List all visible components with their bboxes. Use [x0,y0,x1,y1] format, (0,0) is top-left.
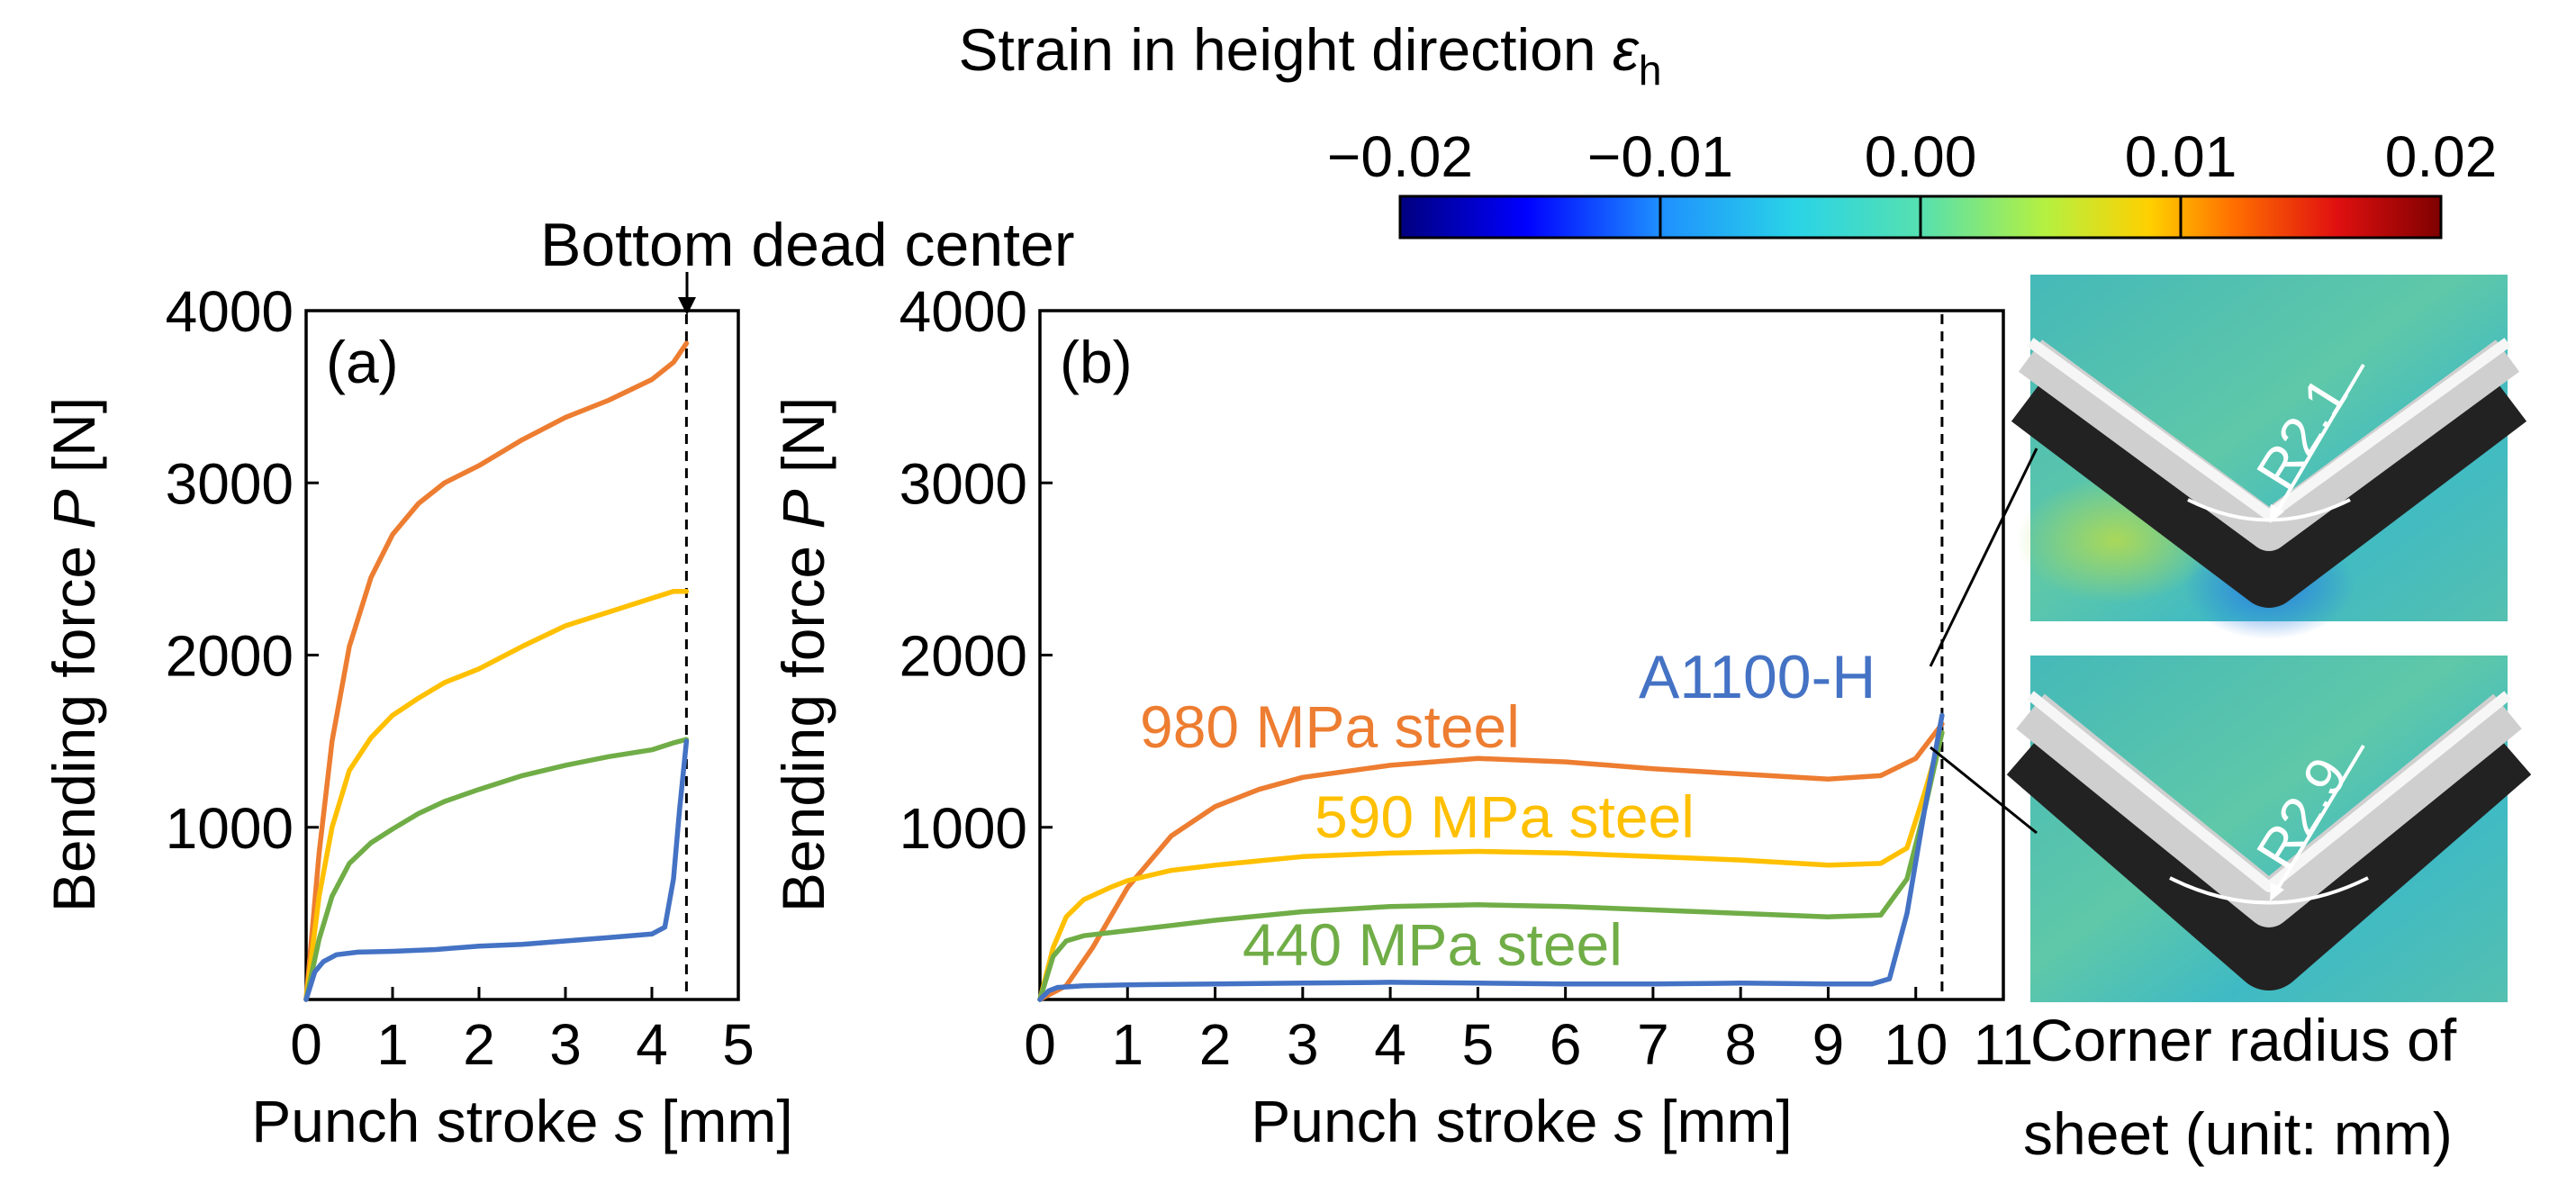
bent-sheet-shadow [2006,719,2532,990]
inset-top: R2.1 [2011,275,2527,639]
y-tick-label: 1000 [166,796,294,861]
inset-connectors [1929,448,2038,835]
bottom-dead-center-label: Bottom dead center [540,211,1074,279]
x-tick-label: 6 [1550,1012,1582,1077]
colorbar-tick-label: −0.02 [1327,124,1473,189]
x-tick-label: 3 [1287,1012,1319,1077]
x-tick-label: 2 [463,1012,495,1077]
y-tick-label: 2000 [166,624,294,689]
x-tick-label: 5 [722,1012,755,1077]
bent-sheet-shadow [2011,371,2527,608]
colorbar: Strain in height direction εh −0.02 −0.0… [958,16,2498,240]
bent-sheet [2018,339,2520,551]
x-tick-label: 7 [1637,1012,1669,1077]
colorbar-tick-label: 0.02 [2385,124,2498,189]
series-line-980-mpa-steel [303,340,690,1002]
series-label-440: 440 MPa steel [1243,911,1622,978]
series-line-a1100-h [1037,712,1945,1002]
series-line-980-mpa-steel [1037,721,1945,1002]
series-line-590-mpa-steel [1037,729,1945,1002]
colorbar-tick-label: −0.01 [1587,124,1733,189]
inset-caption-line1: Corner radius of [2030,1007,2457,1073]
series-line-440-mpa-steel [303,737,690,1002]
panel-label-b: (b) [1060,329,1133,395]
x-tick-label: 4 [1374,1012,1406,1077]
y-axis-label-b: Bending force P [N] [770,397,836,912]
x-tick-label: 11 [1974,1012,2033,1077]
x-tick-label: 10 [1884,1012,1948,1077]
x-tick-label: 1 [1111,1012,1143,1077]
y-tick-label: 3000 [899,451,1027,516]
y-tick-label: 4000 [899,279,1027,344]
plot-frame-a [304,309,740,1001]
radius-arrow [2272,744,2365,898]
series-label-590: 590 MPa steel [1315,783,1695,850]
chart-panel-b: (b) 0 1 2 3 4 5 6 7 8 9 10 11 1000 2000 3000 4000 980 … [770,279,2033,1154]
colorbar-tick-label: 0.01 [2125,124,2237,189]
y-tick-label: 4000 [166,279,294,344]
y-tick-label: 3000 [166,451,294,516]
colorbar-tick-label: 0.00 [1865,124,1977,189]
panel-label-a: (a) [326,329,399,395]
y-tick-label: 2000 [899,624,1027,689]
series-line-a1100-h [303,738,690,1002]
x-axis-label-a: Punch stroke s [mm] [251,1088,793,1154]
colorbar-title: Strain in height direction εh [958,16,1661,94]
bottom-dead-center-arrow [678,272,696,315]
y-axis-label-a: Bending force P [N] [41,397,107,912]
radius-arrow [2272,363,2365,520]
x-axis-label-b: Punch stroke s [mm] [1251,1088,1793,1154]
series-line-590-mpa-steel [303,588,690,1002]
x-tick-label: 0 [290,1012,322,1077]
x-tick-label: 0 [1024,1012,1056,1077]
bent-sheet [2016,693,2522,927]
series-label-a1100: A1100-H [1639,643,1876,711]
x-tick-label: 4 [636,1012,668,1077]
radius-arc [2187,498,2351,522]
x-tick-label: 1 [376,1012,409,1077]
x-tick-label: 5 [1462,1012,1495,1077]
x-tick-label: 9 [1812,1012,1845,1077]
inset-bottom: R2.9 [2006,656,2532,1002]
x-tick-label: 2 [1199,1012,1232,1077]
series-line-440-mpa-steel [1037,729,1945,1002]
inset-caption-line2: sheet (unit: mm) [2023,1100,2453,1167]
x-tick-label: 3 [549,1012,582,1077]
x-tick-label: 8 [1724,1012,1757,1077]
radius-arc [2169,876,2369,905]
y-tick-label: 1000 [899,796,1027,861]
series-label-980: 980 MPa steel [1140,693,1520,760]
